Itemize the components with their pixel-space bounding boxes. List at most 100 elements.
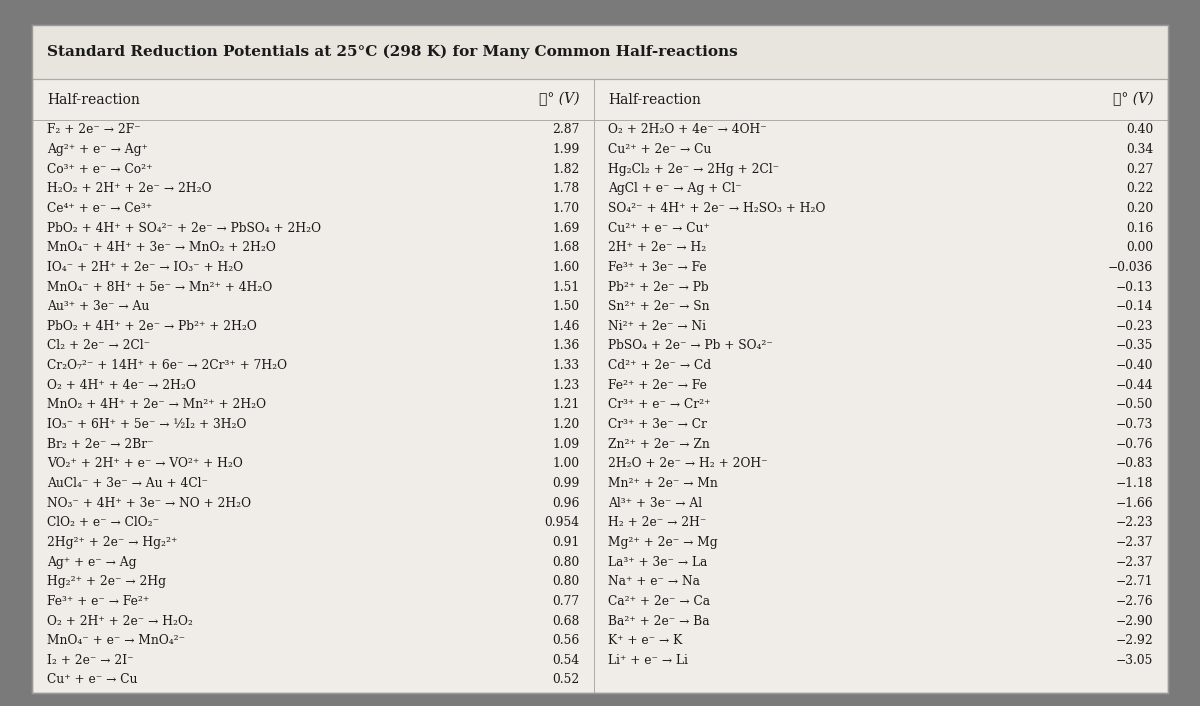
Text: Ag⁺ + e⁻ → Ag: Ag⁺ + e⁻ → Ag xyxy=(47,556,137,568)
Text: 0.34: 0.34 xyxy=(1126,143,1153,156)
Text: 0.22: 0.22 xyxy=(1126,182,1153,196)
Text: PbO₂ + 4H⁺ + SO₄²⁻ + 2e⁻ → PbSO₄ + 2H₂O: PbO₂ + 4H⁺ + SO₄²⁻ + 2e⁻ → PbSO₄ + 2H₂O xyxy=(47,222,320,234)
Text: Cr³⁺ + 3e⁻ → Cr: Cr³⁺ + 3e⁻ → Cr xyxy=(608,418,707,431)
Text: SO₄²⁻ + 4H⁺ + 2e⁻ → H₂SO₃ + H₂O: SO₄²⁻ + 4H⁺ + 2e⁻ → H₂SO₃ + H₂O xyxy=(608,202,826,215)
Text: I₂ + 2e⁻ → 2I⁻: I₂ + 2e⁻ → 2I⁻ xyxy=(47,654,133,666)
Text: Ba²⁺ + 2e⁻ → Ba: Ba²⁺ + 2e⁻ → Ba xyxy=(608,614,710,628)
Text: IO₃⁻ + 6H⁺ + 5e⁻ → ½I₂ + 3H₂O: IO₃⁻ + 6H⁺ + 5e⁻ → ½I₂ + 3H₂O xyxy=(47,418,246,431)
Text: Cd²⁺ + 2e⁻ → Cd: Cd²⁺ + 2e⁻ → Cd xyxy=(608,359,712,372)
Text: −3.05: −3.05 xyxy=(1116,654,1153,666)
Text: 0.77: 0.77 xyxy=(552,595,580,608)
Text: ClO₂ + e⁻ → ClO₂⁻: ClO₂ + e⁻ → ClO₂⁻ xyxy=(47,516,158,530)
Text: 2.87: 2.87 xyxy=(552,124,580,136)
Text: 0.954: 0.954 xyxy=(545,516,580,530)
Text: H₂O₂ + 2H⁺ + 2e⁻ → 2H₂O: H₂O₂ + 2H⁺ + 2e⁻ → 2H₂O xyxy=(47,182,211,196)
Text: MnO₄⁻ + e⁻ → MnO₄²⁻: MnO₄⁻ + e⁻ → MnO₄²⁻ xyxy=(47,634,185,647)
Text: AgCl + e⁻ → Ag + Cl⁻: AgCl + e⁻ → Ag + Cl⁻ xyxy=(608,182,742,196)
Text: Br₂ + 2e⁻ → 2Br⁻: Br₂ + 2e⁻ → 2Br⁻ xyxy=(47,438,154,450)
Text: 2Hg²⁺ + 2e⁻ → Hg₂²⁺: 2Hg²⁺ + 2e⁻ → Hg₂²⁺ xyxy=(47,536,178,549)
Text: −2.37: −2.37 xyxy=(1116,556,1153,568)
Text: 0.68: 0.68 xyxy=(552,614,580,628)
Text: Li⁺ + e⁻ → Li: Li⁺ + e⁻ → Li xyxy=(608,654,689,666)
Text: −0.14: −0.14 xyxy=(1116,300,1153,313)
Text: Zn²⁺ + 2e⁻ → Zn: Zn²⁺ + 2e⁻ → Zn xyxy=(608,438,710,450)
Text: Cu⁺ + e⁻ → Cu: Cu⁺ + e⁻ → Cu xyxy=(47,674,137,686)
Text: 0.56: 0.56 xyxy=(552,634,580,647)
Text: 1.50: 1.50 xyxy=(552,300,580,313)
Text: Fe²⁺ + 2e⁻ → Fe: Fe²⁺ + 2e⁻ → Fe xyxy=(608,378,707,392)
Text: 0.99: 0.99 xyxy=(552,477,580,490)
Text: 0.54: 0.54 xyxy=(552,654,580,666)
Text: Half-reaction: Half-reaction xyxy=(608,92,701,107)
Text: 0.20: 0.20 xyxy=(1126,202,1153,215)
Text: 1.60: 1.60 xyxy=(552,261,580,274)
Text: Pb²⁺ + 2e⁻ → Pb: Pb²⁺ + 2e⁻ → Pb xyxy=(608,280,709,294)
Text: PbSO₄ + 2e⁻ → Pb + SO₄²⁻: PbSO₄ + 2e⁻ → Pb + SO₄²⁻ xyxy=(608,340,773,352)
Text: Cu²⁺ + e⁻ → Cu⁺: Cu²⁺ + e⁻ → Cu⁺ xyxy=(608,222,710,234)
Text: −1.66: −1.66 xyxy=(1116,496,1153,510)
Text: MnO₄⁻ + 8H⁺ + 5e⁻ → Mn²⁺ + 4H₂O: MnO₄⁻ + 8H⁺ + 5e⁻ → Mn²⁺ + 4H₂O xyxy=(47,280,272,294)
Text: 1.70: 1.70 xyxy=(552,202,580,215)
Text: ℰ° (V): ℰ° (V) xyxy=(539,92,580,107)
Text: 1.51: 1.51 xyxy=(552,280,580,294)
Text: 1.23: 1.23 xyxy=(552,378,580,392)
Text: La³⁺ + 3e⁻ → La: La³⁺ + 3e⁻ → La xyxy=(608,556,708,568)
Text: −2.76: −2.76 xyxy=(1116,595,1153,608)
Text: 1.68: 1.68 xyxy=(552,241,580,254)
Text: −2.37: −2.37 xyxy=(1116,536,1153,549)
Text: Na⁺ + e⁻ → Na: Na⁺ + e⁻ → Na xyxy=(608,575,701,588)
Text: −0.83: −0.83 xyxy=(1116,457,1153,470)
Text: MnO₄⁻ + 4H⁺ + 3e⁻ → MnO₂ + 2H₂O: MnO₄⁻ + 4H⁺ + 3e⁻ → MnO₂ + 2H₂O xyxy=(47,241,276,254)
Text: MnO₂ + 4H⁺ + 2e⁻ → Mn²⁺ + 2H₂O: MnO₂ + 4H⁺ + 2e⁻ → Mn²⁺ + 2H₂O xyxy=(47,398,266,412)
Text: AuCl₄⁻ + 3e⁻ → Au + 4Cl⁻: AuCl₄⁻ + 3e⁻ → Au + 4Cl⁻ xyxy=(47,477,208,490)
Text: 0.80: 0.80 xyxy=(552,556,580,568)
Text: H₂ + 2e⁻ → 2H⁻: H₂ + 2e⁻ → 2H⁻ xyxy=(608,516,707,530)
Text: ℰ° (V): ℰ° (V) xyxy=(1112,92,1153,107)
Text: 1.20: 1.20 xyxy=(552,418,580,431)
Text: −0.73: −0.73 xyxy=(1116,418,1153,431)
Text: −0.23: −0.23 xyxy=(1116,320,1153,333)
Text: PbO₂ + 4H⁺ + 2e⁻ → Pb²⁺ + 2H₂O: PbO₂ + 4H⁺ + 2e⁻ → Pb²⁺ + 2H₂O xyxy=(47,320,257,333)
Text: Ag²⁺ + e⁻ → Ag⁺: Ag²⁺ + e⁻ → Ag⁺ xyxy=(47,143,148,156)
Text: −0.50: −0.50 xyxy=(1116,398,1153,412)
Text: Hg₂²⁺ + 2e⁻ → 2Hg: Hg₂²⁺ + 2e⁻ → 2Hg xyxy=(47,575,166,588)
Text: K⁺ + e⁻ → K: K⁺ + e⁻ → K xyxy=(608,634,683,647)
Text: −0.13: −0.13 xyxy=(1116,280,1153,294)
Text: 2H₂O + 2e⁻ → H₂ + 2OH⁻: 2H₂O + 2e⁻ → H₂ + 2OH⁻ xyxy=(608,457,768,470)
Text: −2.23: −2.23 xyxy=(1116,516,1153,530)
Text: 0.00: 0.00 xyxy=(1126,241,1153,254)
Text: 1.69: 1.69 xyxy=(552,222,580,234)
Text: Ca²⁺ + 2e⁻ → Ca: Ca²⁺ + 2e⁻ → Ca xyxy=(608,595,710,608)
Text: 0.40: 0.40 xyxy=(1126,124,1153,136)
Text: −0.44: −0.44 xyxy=(1116,378,1153,392)
Text: 0.52: 0.52 xyxy=(552,674,580,686)
Text: Fe³⁺ + 3e⁻ → Fe: Fe³⁺ + 3e⁻ → Fe xyxy=(608,261,707,274)
Text: Cu²⁺ + 2e⁻ → Cu: Cu²⁺ + 2e⁻ → Cu xyxy=(608,143,712,156)
Text: Cr³⁺ + e⁻ → Cr²⁺: Cr³⁺ + e⁻ → Cr²⁺ xyxy=(608,398,710,412)
Bar xyxy=(32,25,1168,79)
Text: −2.92: −2.92 xyxy=(1116,634,1153,647)
Text: −2.71: −2.71 xyxy=(1116,575,1153,588)
Text: 0.16: 0.16 xyxy=(1126,222,1153,234)
Text: −0.40: −0.40 xyxy=(1116,359,1153,372)
Text: −2.90: −2.90 xyxy=(1116,614,1153,628)
Text: Cr₂O₇²⁻ + 14H⁺ + 6e⁻ → 2Cr³⁺ + 7H₂O: Cr₂O₇²⁻ + 14H⁺ + 6e⁻ → 2Cr³⁺ + 7H₂O xyxy=(47,359,287,372)
Text: O₂ + 2H⁺ + 2e⁻ → H₂O₂: O₂ + 2H⁺ + 2e⁻ → H₂O₂ xyxy=(47,614,193,628)
Text: Cl₂ + 2e⁻ → 2Cl⁻: Cl₂ + 2e⁻ → 2Cl⁻ xyxy=(47,340,150,352)
Text: 0.27: 0.27 xyxy=(1126,162,1153,176)
Text: Au³⁺ + 3e⁻ → Au: Au³⁺ + 3e⁻ → Au xyxy=(47,300,149,313)
Text: 1.09: 1.09 xyxy=(552,438,580,450)
Text: Ce⁴⁺ + e⁻ → Ce³⁺: Ce⁴⁺ + e⁻ → Ce³⁺ xyxy=(47,202,152,215)
Text: VO₂⁺ + 2H⁺ + e⁻ → VO²⁺ + H₂O: VO₂⁺ + 2H⁺ + e⁻ → VO²⁺ + H₂O xyxy=(47,457,242,470)
Text: Mg²⁺ + 2e⁻ → Mg: Mg²⁺ + 2e⁻ → Mg xyxy=(608,536,718,549)
Text: 1.78: 1.78 xyxy=(552,182,580,196)
Text: Fe³⁺ + e⁻ → Fe²⁺: Fe³⁺ + e⁻ → Fe²⁺ xyxy=(47,595,149,608)
Text: 1.99: 1.99 xyxy=(552,143,580,156)
Text: 1.21: 1.21 xyxy=(552,398,580,412)
Text: 1.82: 1.82 xyxy=(552,162,580,176)
Text: Sn²⁺ + 2e⁻ → Sn: Sn²⁺ + 2e⁻ → Sn xyxy=(608,300,710,313)
Text: 1.46: 1.46 xyxy=(552,320,580,333)
Text: 0.80: 0.80 xyxy=(552,575,580,588)
Text: F₂ + 2e⁻ → 2F⁻: F₂ + 2e⁻ → 2F⁻ xyxy=(47,124,140,136)
Text: IO₄⁻ + 2H⁺ + 2e⁻ → IO₃⁻ + H₂O: IO₄⁻ + 2H⁺ + 2e⁻ → IO₃⁻ + H₂O xyxy=(47,261,242,274)
